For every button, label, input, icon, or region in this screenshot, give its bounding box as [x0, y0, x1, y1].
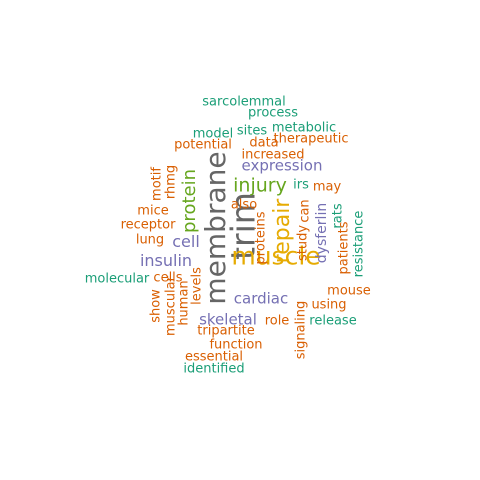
word-tripartite: tripartite: [197, 323, 255, 339]
word-receptor: receptor: [120, 217, 176, 233]
word-increased: increased: [241, 147, 305, 163]
word-molecular: molecular: [84, 271, 150, 287]
word-cell: cell: [172, 232, 200, 251]
word-data: data: [249, 135, 279, 151]
word-rhmg: rhmg: [163, 164, 179, 200]
word-skeletal: skeletal: [199, 310, 257, 329]
word-sarcolemmal: sarcolemmal: [202, 94, 286, 110]
word-study: study: [295, 224, 311, 262]
word-metabolic: metabolic: [271, 120, 337, 136]
word-protein: protein: [179, 169, 200, 233]
word-essential: essential: [184, 349, 244, 365]
word-proteins: proteins: [253, 211, 269, 265]
word-also: also: [230, 197, 258, 213]
word-identified: identified: [183, 361, 245, 377]
word-irs: irs: [293, 177, 309, 193]
word-model: model: [192, 126, 234, 142]
word-may: may: [312, 179, 342, 195]
word-process: process: [248, 105, 298, 121]
word-cardiac: cardiac: [233, 289, 289, 308]
word-muscle: muscle: [231, 241, 321, 271]
word-release: release: [309, 313, 357, 329]
word-show: show: [148, 289, 164, 323]
word-lung: lung: [135, 232, 165, 248]
word-using: using: [311, 297, 347, 313]
word-mouse: mouse: [327, 283, 371, 299]
word-therapeutic: therapeutic: [273, 131, 349, 147]
word-insulin: insulin: [139, 251, 193, 270]
word-repair: repair: [270, 198, 295, 264]
word-mice: mice: [137, 203, 169, 219]
word-expression: expression: [241, 156, 323, 175]
word-can: can: [297, 199, 313, 223]
word-levels: levels: [189, 267, 205, 305]
word-cells: cells: [153, 270, 183, 286]
word-potential: potential: [174, 137, 232, 153]
word-resistance: resistance: [351, 210, 367, 278]
word-function: function: [209, 337, 263, 353]
word-motif: motif: [149, 167, 165, 201]
word-role: role: [264, 313, 290, 329]
word-dysferlin: dysferlin: [314, 202, 330, 264]
word-sites: sites: [236, 123, 268, 139]
word-signaling: signaling: [293, 300, 309, 360]
word-injury: injury: [233, 174, 287, 197]
word-patients: patients: [336, 221, 352, 275]
